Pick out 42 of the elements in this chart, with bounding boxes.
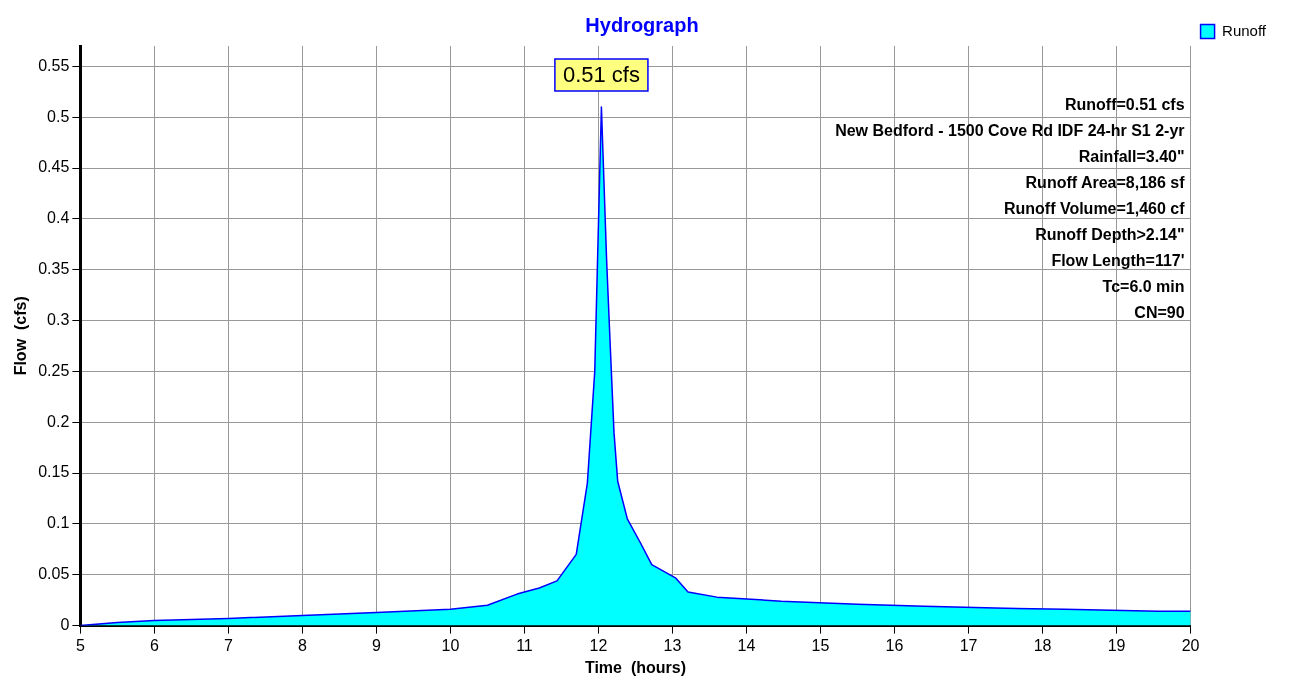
annotation: Rainfall=3.40" [1078, 148, 1185, 166]
y-tick-label: 0.5 [47, 107, 70, 125]
x-tick-label: 6 [149, 636, 159, 654]
y-tick-label: 0 [60, 616, 70, 634]
x-tick-label: 13 [663, 636, 682, 654]
y-tick-label: 0.2 [47, 412, 70, 430]
y-tick-label: 0.35 [38, 260, 70, 278]
y-tick-label: 0.15 [38, 463, 70, 481]
chart-title: Hydrograph [585, 13, 699, 36]
x-tick-label: 12 [589, 636, 608, 654]
x-tick-label: 16 [885, 636, 904, 654]
x-tick-label: 17 [959, 636, 978, 654]
annotation: Runoff=0.51 cfs [1064, 96, 1185, 114]
legend-label: Runoff [1222, 21, 1267, 39]
y-tick-label: 0.25 [38, 361, 70, 379]
y-axis-title: Flow (cfs) [12, 296, 30, 376]
y-tick-label: 0.55 [38, 56, 70, 74]
annotation: Runoff Depth>2.14" [1035, 226, 1185, 244]
annotation: Tc=6.0 min [1102, 278, 1185, 296]
x-tick-label: 20 [1181, 636, 1200, 654]
annotation: Runoff Area=8,186 sf [1025, 174, 1186, 192]
x-tick-label: 18 [1033, 636, 1052, 654]
annotation: New Bedford - 1500 Cove Rd IDF 24-hr S1 2-yr [835, 122, 1185, 140]
x-axis-title: Time (hours) [584, 658, 686, 676]
y-tick-label: 0.1 [47, 514, 70, 532]
annotation: Runoff Volume=1,460 cf [1003, 200, 1186, 218]
x-tick-label: 19 [1107, 636, 1126, 654]
annotation: Flow Length=117' [1051, 252, 1185, 270]
y-tick-label: 0.05 [38, 565, 70, 583]
x-tick-label: 14 [737, 636, 756, 654]
annotation: CN=90 [1134, 304, 1185, 322]
x-tick-label: 5 [75, 636, 85, 654]
y-tick-label: 0.3 [47, 310, 70, 328]
x-tick-label: 11 [516, 636, 533, 654]
annotation: 0.51 cfs [562, 62, 640, 88]
y-tick-label: 0.45 [38, 158, 70, 176]
x-tick-label: 7 [223, 636, 233, 654]
x-tick-label: 10 [441, 636, 460, 654]
y-tick-label: 0.4 [47, 209, 70, 227]
x-tick-label: 8 [297, 636, 307, 654]
x-tick-label: 9 [371, 636, 381, 654]
x-tick-label: 15 [811, 636, 830, 654]
